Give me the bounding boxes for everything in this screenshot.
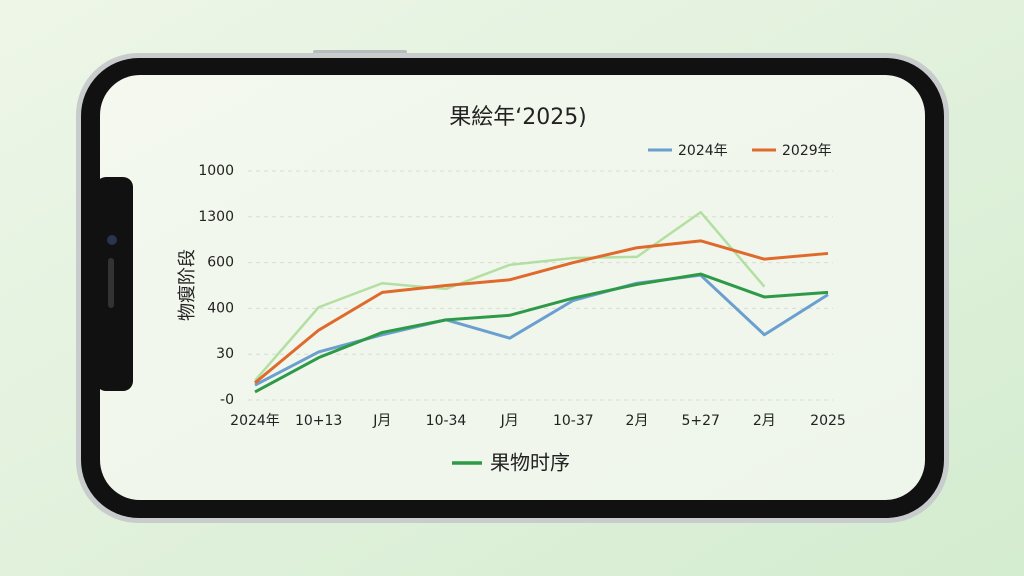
legend-label: 果物时序 (490, 451, 570, 475)
x-tick-label: 10+13 (295, 413, 342, 429)
legend-label: 2024年 (678, 143, 728, 159)
screen (100, 75, 925, 500)
x-tick-label: 10-34 (426, 413, 467, 429)
x-tick-label: 2025 (810, 413, 846, 429)
series-line (254, 239, 829, 384)
y-tick-label: 400 (207, 300, 234, 316)
y-tick-label: 600 (207, 255, 234, 271)
camera (107, 235, 117, 245)
chart-title: 果絵年‘2025) (449, 105, 587, 130)
legend-label: 2029年 (782, 143, 832, 159)
y-tick-label: -0 (220, 392, 234, 408)
x-tick-label: 5+27 (681, 413, 719, 429)
series-line (254, 272, 829, 394)
series-line (254, 210, 766, 382)
speaker (108, 258, 114, 308)
x-tick-label: 2月 (626, 413, 649, 429)
y-tick-label: 1300 (198, 209, 234, 225)
x-tick-label: 10-37 (553, 413, 594, 429)
x-tick-label: J月 (500, 413, 519, 429)
y-tick-label: 30 (216, 346, 234, 362)
y-tick-label: 1000 (198, 163, 234, 179)
notch (96, 177, 133, 391)
x-tick-label: 2024年 (230, 413, 280, 429)
x-tick-label: 2月 (753, 413, 776, 429)
series-line (254, 273, 829, 387)
x-tick-label: J月 (372, 413, 391, 429)
y-axis-label: 物瘦阶段 (177, 249, 198, 321)
